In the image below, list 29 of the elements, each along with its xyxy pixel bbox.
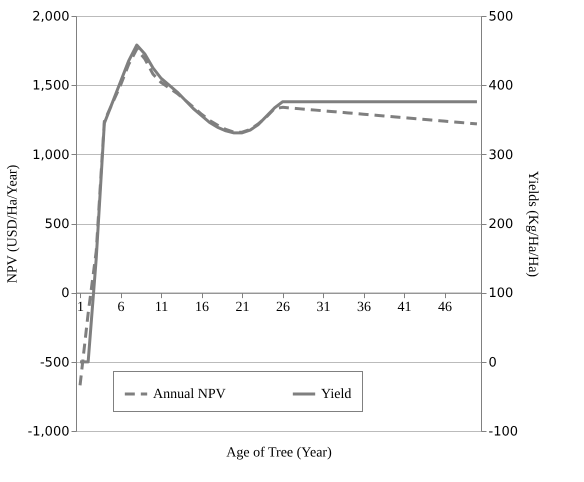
legend-label: Annual NPV — [153, 387, 226, 402]
x-tick-label: 41 — [398, 300, 412, 316]
y2-tick-label: 500 — [488, 10, 514, 24]
x-tick-label: 26 — [276, 300, 290, 316]
x-tick-label: 6 — [118, 300, 125, 316]
y-tick-label: -1,000 — [28, 424, 70, 440]
x-tick-label: 1 — [77, 300, 84, 316]
y-tick-label: 0 — [61, 286, 70, 302]
y2-axis-title: Yields (Kg/Ha/Ha) — [525, 170, 540, 278]
y2-tick-label: 100 — [488, 286, 514, 302]
y-tick-label: 1,000 — [32, 148, 70, 163]
y2-tick-label: 200 — [488, 217, 514, 232]
x-tick-label: 31 — [316, 300, 331, 316]
y2-tick-label: 300 — [488, 148, 514, 163]
legend-label: Yield — [321, 387, 352, 402]
y-tick-label: 1,500 — [32, 78, 70, 94]
x-tick-label: 36 — [357, 300, 372, 316]
x-axis-title: Age of Tree (Year) — [226, 446, 332, 460]
y2-tick-label: -100 — [488, 424, 518, 440]
x-tick-label: 21 — [236, 300, 250, 316]
y2-tick-label: 0 — [488, 355, 497, 370]
y-tick-label: -500 — [40, 355, 70, 370]
x-tick-label: 46 — [438, 300, 452, 316]
y2-tick-label: 400 — [488, 78, 514, 94]
x-tick-label: 16 — [195, 300, 210, 316]
y-axis-title: NPV (USD/Ha/Year) — [6, 164, 21, 284]
x-tick-label: 11 — [154, 300, 168, 316]
y-tick-label: 2,000 — [32, 10, 70, 24]
y-tick-label: 500 — [44, 217, 70, 232]
